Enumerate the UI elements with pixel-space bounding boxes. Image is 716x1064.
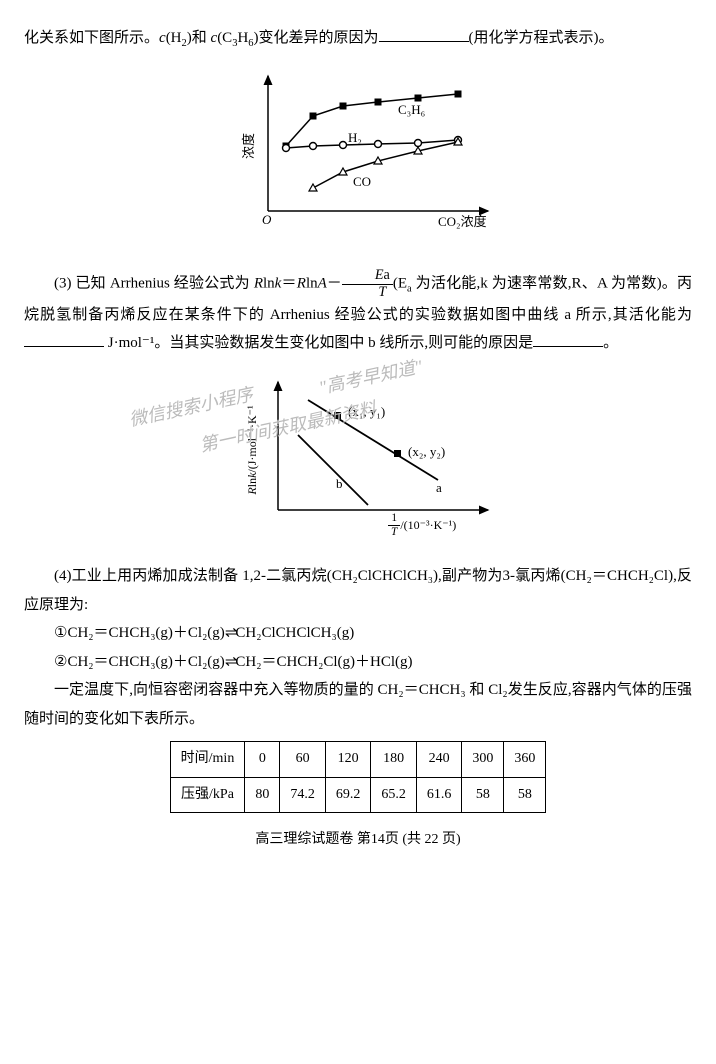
frac-ea: EaT: [342, 268, 393, 300]
t: R: [297, 276, 306, 292]
th: 时间/min: [170, 742, 245, 778]
t: CH₂＝CHCH₂Cl(g)＋HCl(g): [235, 654, 412, 670]
svg-text:Rlnk/(J·mol⁻¹·K⁻¹: Rlnk/(J·mol⁻¹·K⁻¹: [245, 405, 259, 496]
td: 360: [504, 742, 546, 778]
t: 3: [232, 38, 237, 49]
t: 化关系如下图所示。: [24, 30, 159, 46]
table-row: 时间/min060120180240300360: [170, 742, 546, 778]
td: 120: [325, 742, 371, 778]
td: 58: [462, 777, 504, 813]
svg-text:H₂: H₂: [348, 130, 362, 145]
blank-b: [533, 331, 603, 347]
table-row: 压强/kPa8074.269.265.261.65858: [170, 777, 546, 813]
rev-arrow-icon: ⇌: [225, 654, 236, 670]
svg-text:C₃H₆: C₃H₆: [398, 102, 425, 117]
t: c: [159, 30, 166, 46]
chart-1-svg: 浓度 O CO₂浓度 C₃H₆ H₂ CO: [208, 66, 508, 246]
t: R: [254, 276, 263, 292]
t: T: [342, 285, 393, 301]
td: 240: [416, 742, 462, 778]
td: 61.6: [416, 777, 462, 813]
t: (E: [393, 276, 407, 292]
td: 60: [280, 742, 326, 778]
pressure-table: 时间/min060120180240300360 压强/kPa8074.269.…: [170, 741, 547, 813]
xlabel: CO₂浓度: [438, 214, 487, 229]
th: 压强/kPa: [170, 777, 245, 813]
blank-ea: [24, 331, 104, 347]
pt1: (x₁, y₁): [348, 404, 385, 419]
rev-arrow-icon: ⇌: [225, 625, 236, 641]
blank-reason: [379, 26, 469, 42]
t: (3) 已知 Arrhenius 经验公式为: [54, 276, 254, 292]
td: 180: [371, 742, 417, 778]
ylabel: 浓度: [241, 133, 256, 159]
td: 80: [245, 777, 280, 813]
lb: b: [336, 476, 343, 491]
t: 变化差异的原因为: [259, 30, 379, 46]
page-footer: 高三理综试题卷 第14页 (共 22 页): [24, 827, 692, 854]
para-3: (3) 已知 Arrhenius 经验公式为 Rlnk＝RlnA－EaT(Ea …: [24, 268, 692, 357]
t: (用化学方程式表示)。: [469, 30, 614, 46]
td: 65.2: [371, 777, 417, 813]
pt2: (x₂, y₂): [408, 444, 445, 459]
para-4a: (4)工业上用丙烯加成法制备 1,2-二氯丙烷(CH₂ClCHClCH₃),副产…: [24, 562, 692, 619]
chart-1: 浓度 O CO₂浓度 C₃H₆ H₂ CO: [208, 66, 508, 257]
eq-1: ①CH₂＝CHCH₃(g)＋Cl₂(g)⇌CH₂ClCHClCH₃(g): [24, 619, 692, 648]
t: ②CH₂＝CHCH₃(g)＋Cl₂(g): [54, 654, 225, 670]
t: CH₂ClCHClCH₃(g): [235, 625, 354, 641]
td: 58: [504, 777, 546, 813]
t: 2: [182, 38, 187, 49]
eq-2: ②CH₂＝CHCH₃(g)＋Cl₂(g)⇌CH₂＝CHCH₂Cl(g)＋HCl(…: [24, 648, 692, 677]
t: 。: [603, 335, 618, 351]
t: c: [211, 30, 218, 46]
chart-1-box: 浓度 O CO₂浓度 C₃H₆ H₂ CO: [24, 66, 692, 257]
chart-2-svg: Rlnk/(J·mol⁻¹·K⁻¹ (x₁, y₁) (x₂, y₂) a b …: [208, 370, 508, 540]
svg-text:CO: CO: [353, 174, 371, 189]
td: 74.2: [280, 777, 326, 813]
td: 300: [462, 742, 504, 778]
t: 6: [248, 38, 253, 49]
td: 0: [245, 742, 280, 778]
td: 69.2: [325, 777, 371, 813]
la: a: [436, 480, 442, 495]
para-4b: 一定温度下,向恒容密闭容器中充入等物质的量的 CH₂＝CHCH₃ 和 Cl₂发生…: [24, 676, 692, 733]
t: J·mol⁻¹。当其实验数据发生变化如图中 b 线所示,则可能的原因是: [104, 335, 533, 351]
t: ①CH₂＝CHCH₃(g)＋Cl₂(g): [54, 625, 225, 641]
chart-2: 微信搜索小程序 "高考早知道" 第一时间获取最新资料 Rlnk/(J·mol⁻¹…: [208, 370, 508, 551]
chart-2-box: 微信搜索小程序 "高考早知道" 第一时间获取最新资料 Rlnk/(J·mol⁻¹…: [24, 370, 692, 551]
t: Ea: [342, 268, 393, 285]
t: A: [318, 276, 327, 292]
origin: O: [262, 212, 272, 227]
para-top: 化关系如下图所示。c(H2)和 c(C3H6)变化差异的原因为(用化学方程式表示…: [24, 24, 692, 54]
t: k: [275, 276, 282, 292]
